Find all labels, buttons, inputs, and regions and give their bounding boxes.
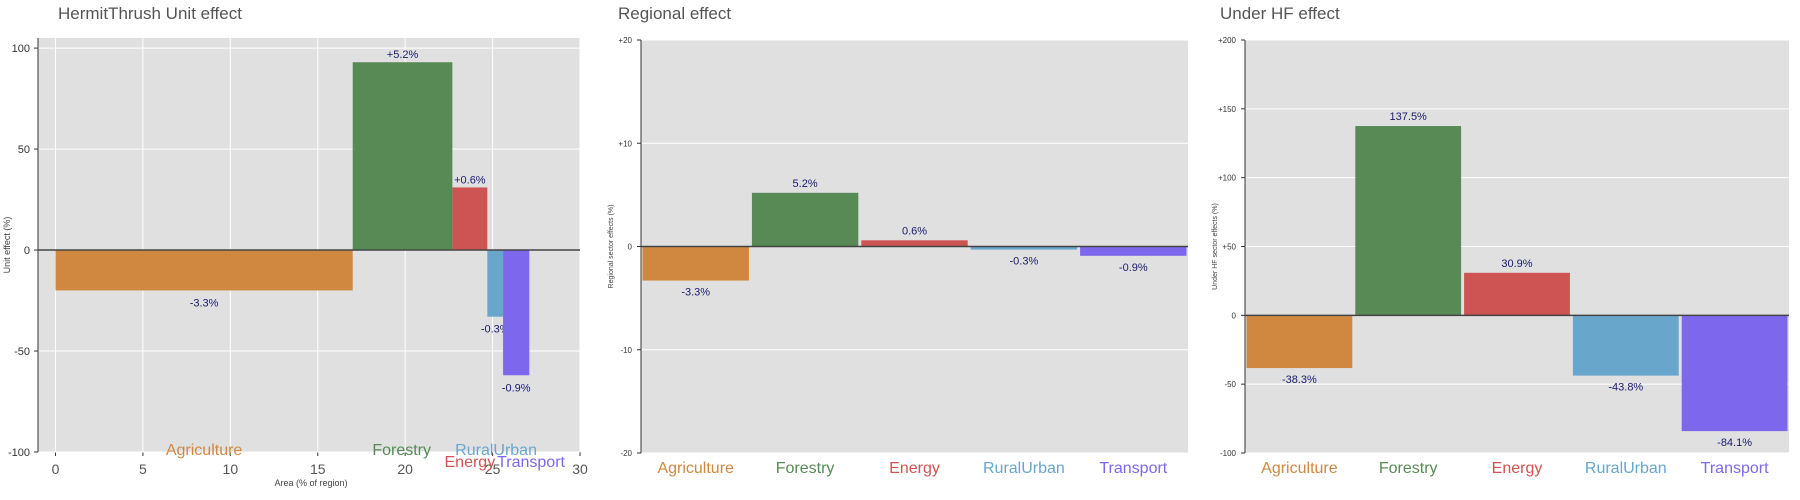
category-label-agriculture: Agriculture <box>1261 460 1338 477</box>
category-label-forestry: Forestry <box>776 460 835 477</box>
data-label-energy: +0.6% <box>454 174 486 186</box>
data-label-agriculture: -3.3% <box>190 297 219 309</box>
bar-forestry <box>1355 126 1462 316</box>
bar-transport <box>1080 246 1187 256</box>
bar-transport <box>503 250 530 376</box>
x-tick-label: 25 <box>485 461 501 477</box>
bar-energy <box>861 240 968 247</box>
y-tick-label: -50 <box>1224 380 1236 389</box>
y-tick-label: 0 <box>1232 311 1237 320</box>
bar-energy <box>1464 272 1570 316</box>
plot-area <box>38 38 580 452</box>
y-tick-label: -100 <box>8 447 30 459</box>
data-label-energy: 0.6% <box>902 225 927 237</box>
bar-ruralurban <box>1572 315 1679 376</box>
bar-agriculture <box>55 250 353 291</box>
data-label-forestry: +5.2% <box>387 49 419 61</box>
unit-effect-panel: HermitThrush Unit effect 0 5 10 15 20 25 30 -10… <box>0 0 600 500</box>
y-tick-label: +150 <box>1218 105 1237 114</box>
under-hf-effect-chart: -100 -50 0 +50 +100 +150 +200 -38.3% Agriculture… <box>1212 36 1789 477</box>
category-label-forestry: Forestry <box>1379 460 1438 477</box>
x-tick-label: 30 <box>572 461 588 477</box>
data-label-forestry: 5.2% <box>793 178 818 190</box>
category-label-ruralurban: RuralUrban <box>983 460 1065 477</box>
under-hf-effect-title: Under HF effect <box>1220 4 1340 23</box>
bar-transport <box>1681 315 1788 432</box>
category-label-energy: Energy <box>445 454 496 471</box>
x-tick-label: 20 <box>397 461 413 477</box>
y-tick-label: 0 <box>628 243 633 252</box>
y-tick-label: +10 <box>618 139 632 148</box>
y-axis-label: Unit effect (%) <box>2 217 12 274</box>
x-tick-label: 5 <box>139 461 147 477</box>
unit-effect-title: HermitThrush Unit effect <box>58 4 242 23</box>
data-label-ruralurban: -0.3% <box>481 324 510 336</box>
regional-effect-title: Regional effect <box>618 4 732 23</box>
y-tick-label: -100 <box>1220 449 1237 458</box>
data-label-forestry: 137.5% <box>1390 111 1428 123</box>
y-axis-label: Under HF sector effects (%) <box>1212 203 1219 290</box>
data-label-transport: -84.1% <box>1717 437 1752 449</box>
y-tick-label: -20 <box>620 449 632 458</box>
category-label-ruralurban: RuralUrban <box>455 442 537 459</box>
under-hf-effect-panel: Under HF effect -100 -50 0 +50 +100 +150 +200-… <box>1200 0 1800 500</box>
y-tick-label: -10 <box>620 346 632 355</box>
category-label-ruralurban: RuralUrban <box>1585 460 1667 477</box>
y-axis-label: Regional sector effects (%) <box>608 205 615 289</box>
x-axis-label: Area (% of region) <box>274 478 347 488</box>
data-label-agriculture: -38.3% <box>1282 374 1317 386</box>
data-label-transport: -0.9% <box>502 382 531 394</box>
x-tick-label: 10 <box>223 461 239 477</box>
y-tick-label: +200 <box>1218 36 1237 45</box>
bar-agriculture <box>642 246 749 281</box>
category-label-transport: Transport <box>1099 460 1167 477</box>
category-label-agriculture: Agriculture <box>657 460 734 477</box>
data-label-energy: 30.9% <box>1501 258 1532 270</box>
bar-ruralurban <box>970 246 1078 250</box>
bar-ruralurban <box>487 250 504 317</box>
bar-energy <box>452 187 488 251</box>
y-tick-label: -50 <box>14 346 30 358</box>
category-label-energy: Energy <box>889 460 940 477</box>
bar-forestry <box>751 192 859 247</box>
regional-effect-panel: Regional effect -20 -10 0 +10 +20 -3.3% Agricu… <box>600 0 1200 500</box>
category-label-forestry: Forestry <box>372 442 431 459</box>
y-tick-label: +100 <box>1218 174 1237 183</box>
data-label-ruralurban: -0.3% <box>1010 256 1039 268</box>
data-label-agriculture: -3.3% <box>681 287 710 299</box>
bar-forestry <box>352 62 453 251</box>
category-label-transport: Transport <box>1701 460 1769 477</box>
data-label-transport: -0.9% <box>1119 262 1148 274</box>
data-label-ruralurban: -43.8% <box>1608 382 1643 394</box>
x-tick-label: 0 <box>52 461 60 477</box>
y-tick-label: 100 <box>12 43 30 55</box>
category-label-energy: Energy <box>1492 460 1543 477</box>
bar-agriculture <box>1246 315 1353 369</box>
category-label-agriculture: Agriculture <box>166 442 243 459</box>
y-tick-label: +50 <box>1222 243 1236 252</box>
y-tick-label: 50 <box>18 144 30 156</box>
y-tick-label: 0 <box>24 245 30 257</box>
category-label-transport: Transport <box>497 454 565 471</box>
x-tick-label: 15 <box>310 461 326 477</box>
regional-effect-chart: -20 -10 0 +10 +20 -3.3% Agriculture 5.2% Forestr… <box>608 36 1188 477</box>
y-tick-label: +20 <box>618 36 632 45</box>
unit-effect-chart: 0 5 10 15 20 25 30 -100 -50 0 50 100 -3.3% +5.2% +0.6%… <box>2 38 588 488</box>
